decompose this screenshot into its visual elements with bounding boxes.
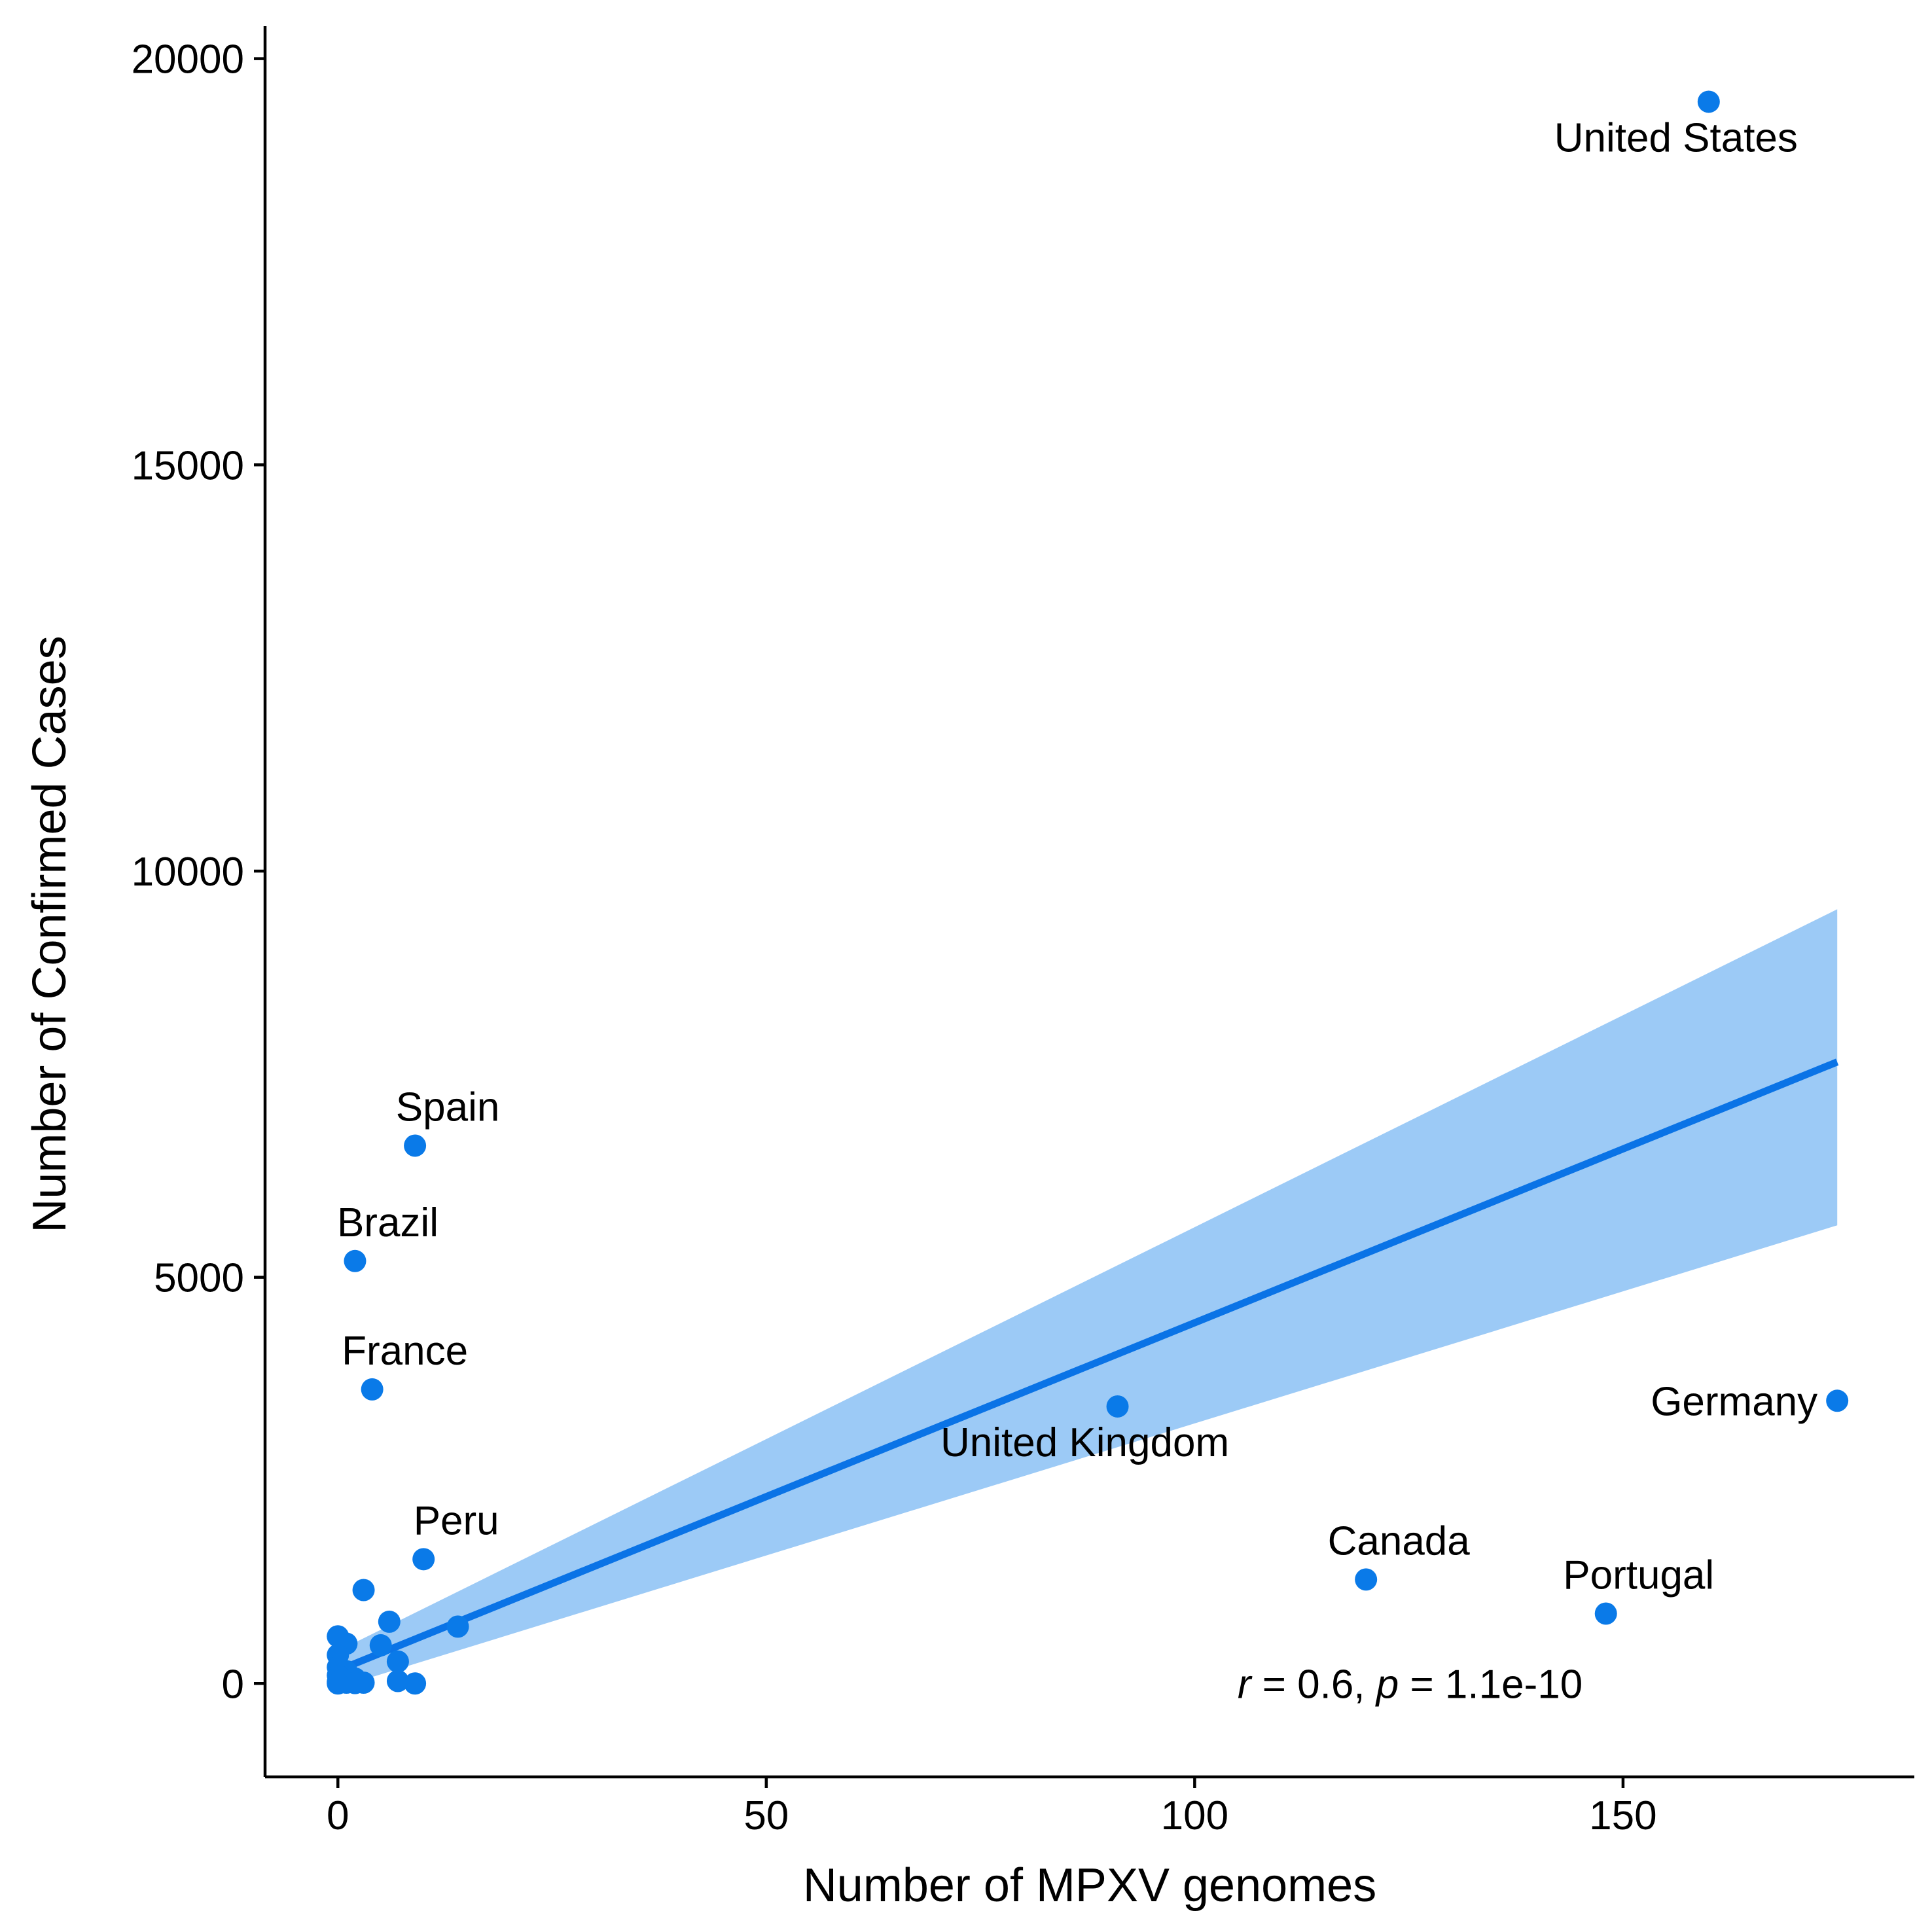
r-symbol: r [1238,1662,1253,1707]
point-label-germany: Germany [1651,1379,1817,1424]
point-label-brazil: Brazil [337,1200,438,1245]
data-point [378,1610,401,1633]
data-point-united-kingdom [1106,1395,1129,1418]
y-tick-label: 0 [222,1662,244,1707]
data-point-peru [412,1548,435,1571]
correlation-annotation: r = 0.6, p = 1.1e-10 [1238,1662,1583,1707]
data-point-france [361,1378,384,1401]
data-point-spain [404,1134,427,1157]
axes-layer [263,26,1914,1779]
data-point [386,1670,409,1692]
data-point [327,1672,349,1695]
x-tick-label: 0 [327,1793,349,1838]
point-label-canada: Canada [1328,1518,1471,1564]
y-tick-label: 10000 [132,850,244,895]
point-label-portugal: Portugal [1563,1552,1714,1598]
data-point [386,1650,409,1673]
point-label-france: France [342,1329,468,1374]
data-point [344,1672,367,1694]
data-point-portugal [1594,1602,1617,1625]
x-tick-label: 50 [743,1793,789,1838]
data-point [352,1579,375,1601]
p-value: = 1.1e-10 [1399,1662,1583,1707]
data-point-united-states [1697,90,1720,113]
data-point-germany [1826,1389,1849,1412]
data-point-canada [1355,1568,1378,1591]
x-axis-title: Number of MPXV genomes [803,1859,1376,1912]
data-point [369,1634,392,1656]
regression-line-layer [336,1058,1839,1674]
confidence-band-layer [338,909,1838,1688]
point-label-united-states: United States [1554,115,1798,160]
y-tick-label: 15000 [132,443,244,488]
x-tick-label: 150 [1589,1793,1656,1838]
data-point-brazil [344,1249,367,1272]
data-point [404,1672,427,1695]
data-points-layer [327,90,1849,1695]
ticks-layer: 0 50 100 150 0 5000 10000 15000 20000 [132,37,1657,1838]
p-symbol: p [1375,1662,1399,1707]
r-value: = 0.6, [1251,1662,1376,1707]
data-point [446,1615,469,1638]
y-tick-label: 5000 [154,1256,244,1301]
y-tick-label: 20000 [132,37,244,82]
point-labels-layer: United States Spain Brazil France United Kin… [337,115,1817,1598]
y-axis-title: Number of Confirmed Cases [24,635,76,1232]
point-label-spain: Spain [396,1085,500,1130]
confidence-band [338,909,1838,1688]
x-tick-label: 100 [1161,1793,1228,1838]
regression-line [336,1058,1839,1674]
point-label-united-kingdom: United Kingdom [940,1420,1229,1465]
point-label-peru: Peru [414,1498,499,1543]
